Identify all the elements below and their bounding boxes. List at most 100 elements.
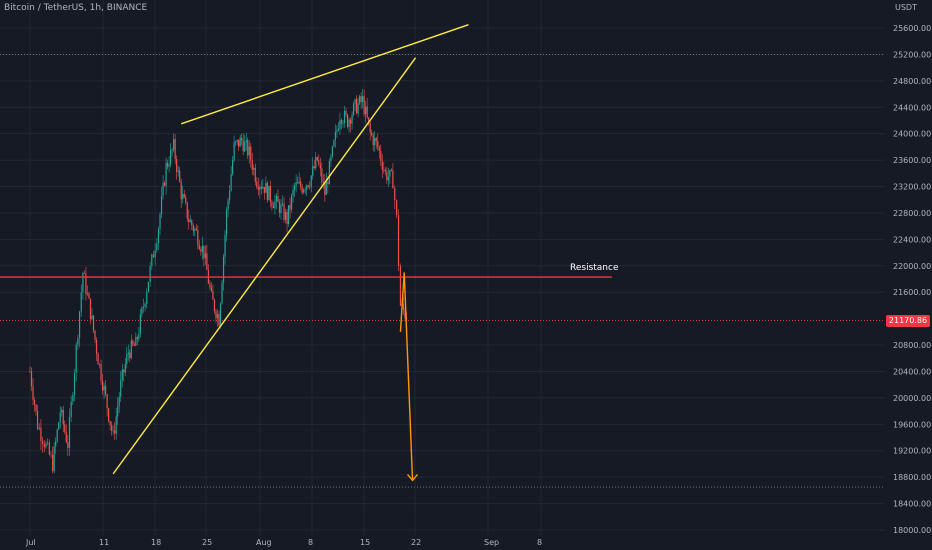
candle-body [222, 256, 225, 284]
candle-body [390, 169, 392, 171]
candle-body [53, 446, 55, 472]
candle-body [321, 168, 323, 183]
candle-body [197, 229, 199, 246]
candle-body [133, 344, 135, 346]
candle-body [92, 315, 95, 331]
candle-body [89, 298, 92, 320]
candle-body [287, 205, 290, 224]
candle-body [381, 161, 383, 170]
candle-body [394, 188, 396, 201]
candle-body [333, 140, 335, 147]
candle-body [339, 120, 341, 129]
candle-body [343, 110, 346, 124]
candle-body [177, 170, 179, 172]
candle-body [192, 225, 194, 231]
candle-body [245, 140, 247, 143]
candle-body [349, 119, 352, 124]
candle-body [337, 128, 340, 131]
candle-body [203, 245, 205, 259]
candle-body [289, 205, 291, 210]
candle-body [260, 186, 262, 189]
candle-body [68, 417, 71, 449]
candle-body [384, 169, 386, 172]
candle-body [124, 363, 126, 373]
candle-body [254, 167, 256, 182]
candle-body [404, 309, 406, 318]
candle-body [83, 272, 86, 274]
candle-body [33, 399, 36, 405]
candle-body [108, 408, 110, 421]
candle-body [334, 131, 337, 141]
x-tick-label: Aug [256, 538, 272, 547]
candle-body [154, 250, 156, 258]
candle-body [251, 160, 253, 170]
candle-body [233, 142, 235, 161]
candle-body [171, 149, 173, 151]
candle-body [278, 202, 281, 213]
candle-body [120, 379, 122, 397]
candle-body [117, 406, 119, 417]
candle-body [360, 96, 362, 102]
candle-body [236, 139, 238, 142]
candle-body [94, 330, 96, 340]
candle-body [300, 181, 302, 188]
candle-body [363, 96, 365, 115]
candle-body [58, 422, 60, 430]
y-tick-label: 18400.00 [893, 500, 931, 509]
candle-body [275, 195, 278, 202]
candle-body [346, 114, 349, 127]
candle-body [225, 209, 228, 235]
candle-body [185, 197, 187, 203]
candle-body [306, 185, 308, 190]
candle-body [209, 283, 211, 288]
candle-body [206, 253, 208, 270]
candle-body [352, 103, 355, 116]
candle-body [123, 369, 125, 373]
candle-body [253, 167, 255, 170]
y-tick-label: 22400.00 [893, 235, 931, 244]
y-tick-label: 24800.00 [893, 77, 931, 86]
candle-body [259, 186, 261, 190]
candle-body [315, 157, 317, 169]
candle-body [327, 181, 329, 185]
candle-body [294, 185, 296, 190]
grid [0, 0, 885, 535]
candle-body [256, 181, 258, 187]
candle-body [48, 442, 50, 455]
candle-body [180, 181, 182, 200]
candle-body [112, 430, 114, 432]
candle-body [340, 120, 343, 124]
candle-body [371, 132, 373, 136]
candle-body [210, 287, 213, 292]
y-tick-label: 20800.00 [893, 341, 931, 350]
candle-body [72, 395, 74, 402]
x-tick-label: 8 [308, 538, 313, 547]
candle-body [292, 189, 294, 196]
candle-body [322, 182, 324, 184]
x-tick-label: 18 [151, 538, 161, 547]
candle-body [351, 115, 353, 124]
candle-body [368, 117, 370, 123]
candle-body [204, 253, 206, 259]
candle-body [70, 401, 72, 418]
candle-body [271, 201, 273, 207]
candle-body [232, 160, 234, 174]
candles [29, 88, 408, 474]
candle-body [365, 106, 367, 115]
candle-body [269, 185, 272, 202]
candle-body [213, 299, 216, 312]
candle-body [61, 409, 63, 413]
candle-body [257, 186, 259, 190]
candle-body [201, 245, 203, 252]
candle-body [239, 137, 241, 147]
candle-body [357, 103, 359, 114]
candle-body [111, 425, 113, 431]
candle-body [235, 141, 237, 143]
candle-body [250, 146, 252, 161]
candle-body [179, 170, 181, 182]
candle-body [369, 122, 371, 133]
x-tick-label: Sep [484, 538, 499, 547]
candle-body [138, 333, 140, 340]
candle-body [325, 181, 327, 195]
